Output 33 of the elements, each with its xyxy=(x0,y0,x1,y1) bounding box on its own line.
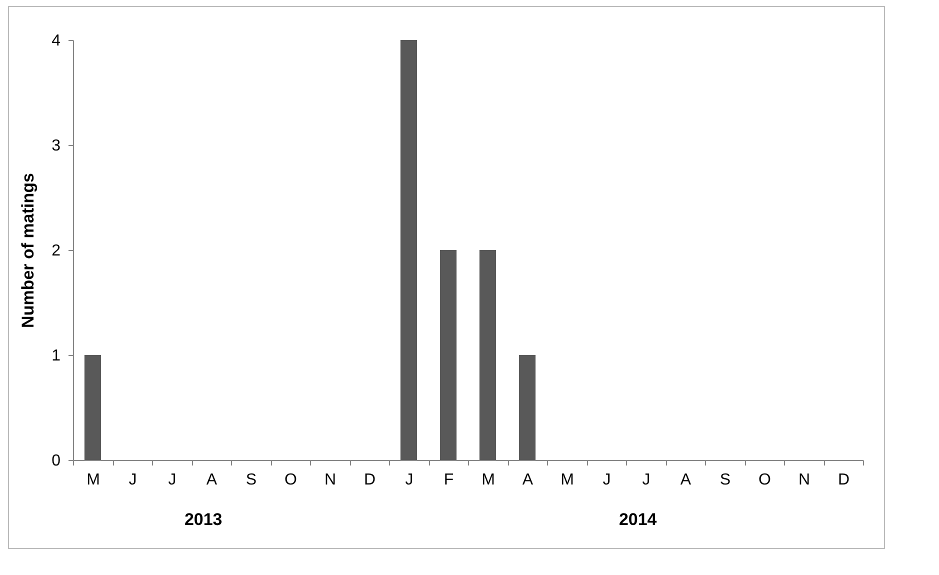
x-tick-label: J xyxy=(602,472,611,488)
x-tick-label: M xyxy=(482,472,495,488)
text: 2014 xyxy=(618,510,658,529)
x-tick-label: N xyxy=(324,472,336,488)
x-tick-label: J xyxy=(128,472,137,488)
x-tick-label: F xyxy=(444,472,454,488)
x-tick-label: J xyxy=(168,472,176,488)
x-tick-label: M xyxy=(86,472,100,488)
x-tick-label: A xyxy=(522,472,534,488)
bar xyxy=(84,355,102,460)
y-tick-label: 4 xyxy=(52,32,61,50)
x-tick-label: M xyxy=(560,472,574,488)
bar xyxy=(518,355,536,460)
bar xyxy=(400,40,418,460)
x-tick-label: O xyxy=(284,472,297,488)
x-tick-label: D xyxy=(364,472,376,488)
x-tick-label: J xyxy=(405,472,414,488)
y-tick-label: 1 xyxy=(52,348,61,364)
y-tick-label: 2 xyxy=(52,242,61,260)
x-tick-label: S xyxy=(720,472,731,488)
y-tick-label: 3 xyxy=(52,138,61,154)
x-tick-label: S xyxy=(246,472,257,488)
x-tick-label: N xyxy=(798,472,810,488)
bar xyxy=(440,250,457,460)
x-tick-label: A xyxy=(680,472,692,488)
x-tick-label: O xyxy=(758,472,771,488)
x-tick-label: J xyxy=(642,472,650,488)
y-axis-title: Number of matings xyxy=(18,173,38,328)
text: 2013 xyxy=(184,510,222,529)
x-tick-label: A xyxy=(206,472,218,488)
y-tick-label: 0 xyxy=(52,452,61,470)
bar xyxy=(479,250,496,460)
x-tick-label: D xyxy=(838,472,850,488)
